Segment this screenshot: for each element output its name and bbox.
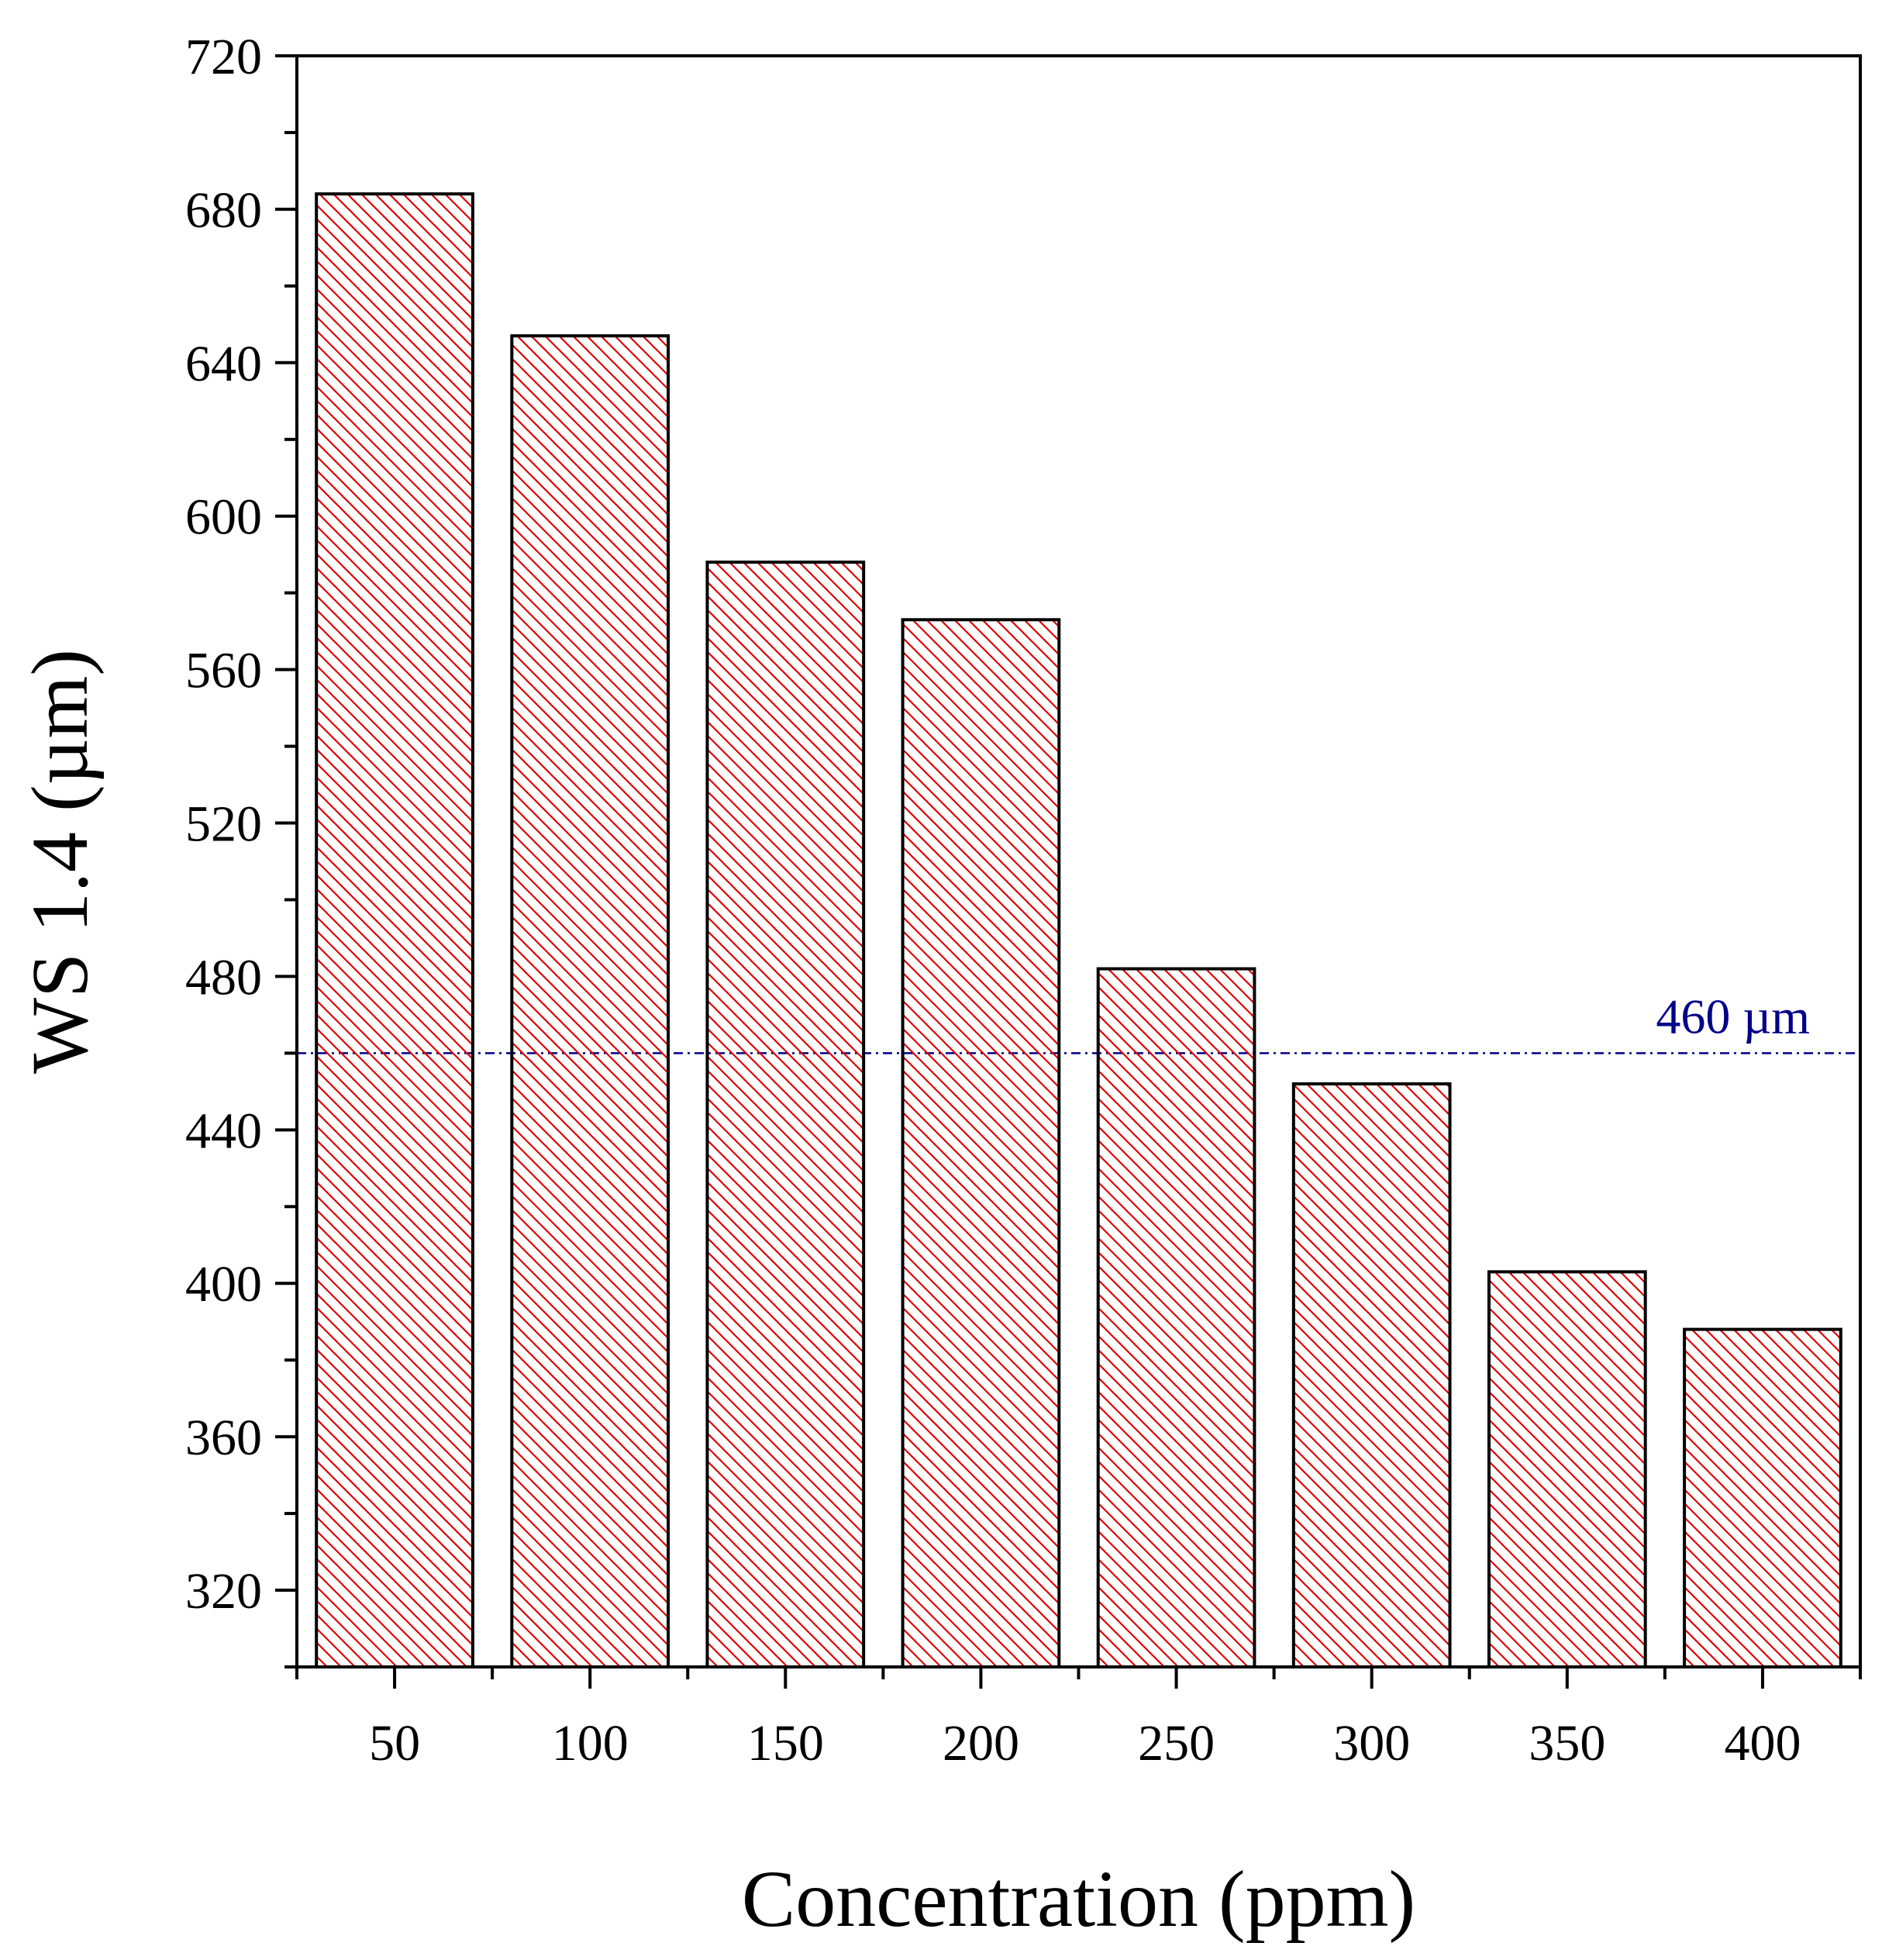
- y-tick-label: 400: [185, 1256, 262, 1313]
- x-tick-label: 200: [943, 1715, 1019, 1772]
- y-tick-label: 480: [185, 949, 262, 1006]
- bar-300: [1291, 1082, 1452, 1668]
- y-tick-label: 360: [185, 1410, 262, 1466]
- bars-layer: [315, 192, 1842, 1669]
- y-tick-label: 600: [185, 489, 262, 546]
- y-tick-label: 680: [185, 182, 262, 239]
- bar-350: [1487, 1270, 1647, 1669]
- y-tick-label: 520: [185, 796, 262, 853]
- y-tick-label: 560: [185, 643, 262, 699]
- bar-200: [901, 618, 1061, 1668]
- y-tick-label: 640: [185, 336, 262, 392]
- x-tick-label: 50: [369, 1715, 420, 1772]
- bar-150: [705, 561, 866, 1668]
- reference-line-label: 460 µm: [1656, 989, 1810, 1044]
- bar-250: [1096, 967, 1256, 1668]
- y-tick-label: 320: [185, 1563, 262, 1620]
- x-tick-label: 150: [747, 1715, 824, 1772]
- bar-400: [1683, 1327, 1842, 1668]
- bar-50: [315, 192, 474, 1669]
- x-tick-label: 350: [1529, 1715, 1605, 1772]
- x-tick-label: 400: [1724, 1715, 1801, 1772]
- y-axis-title: WS 1.4 (µm): [16, 649, 105, 1074]
- y-tick-label: 440: [185, 1102, 262, 1159]
- bar-100: [510, 334, 670, 1669]
- labels-layer: 460 µm 320 360 400 440 480 520 560 600 640 680 720 5…: [16, 29, 1810, 1944]
- x-tick-label: 100: [552, 1715, 629, 1772]
- x-axis-title: Concentration (ppm): [742, 1855, 1415, 1944]
- axes-layer: [275, 54, 1862, 1689]
- y-tick-label: 720: [185, 29, 262, 85]
- x-tick-label: 300: [1333, 1715, 1410, 1772]
- x-tick-label: 250: [1138, 1715, 1215, 1772]
